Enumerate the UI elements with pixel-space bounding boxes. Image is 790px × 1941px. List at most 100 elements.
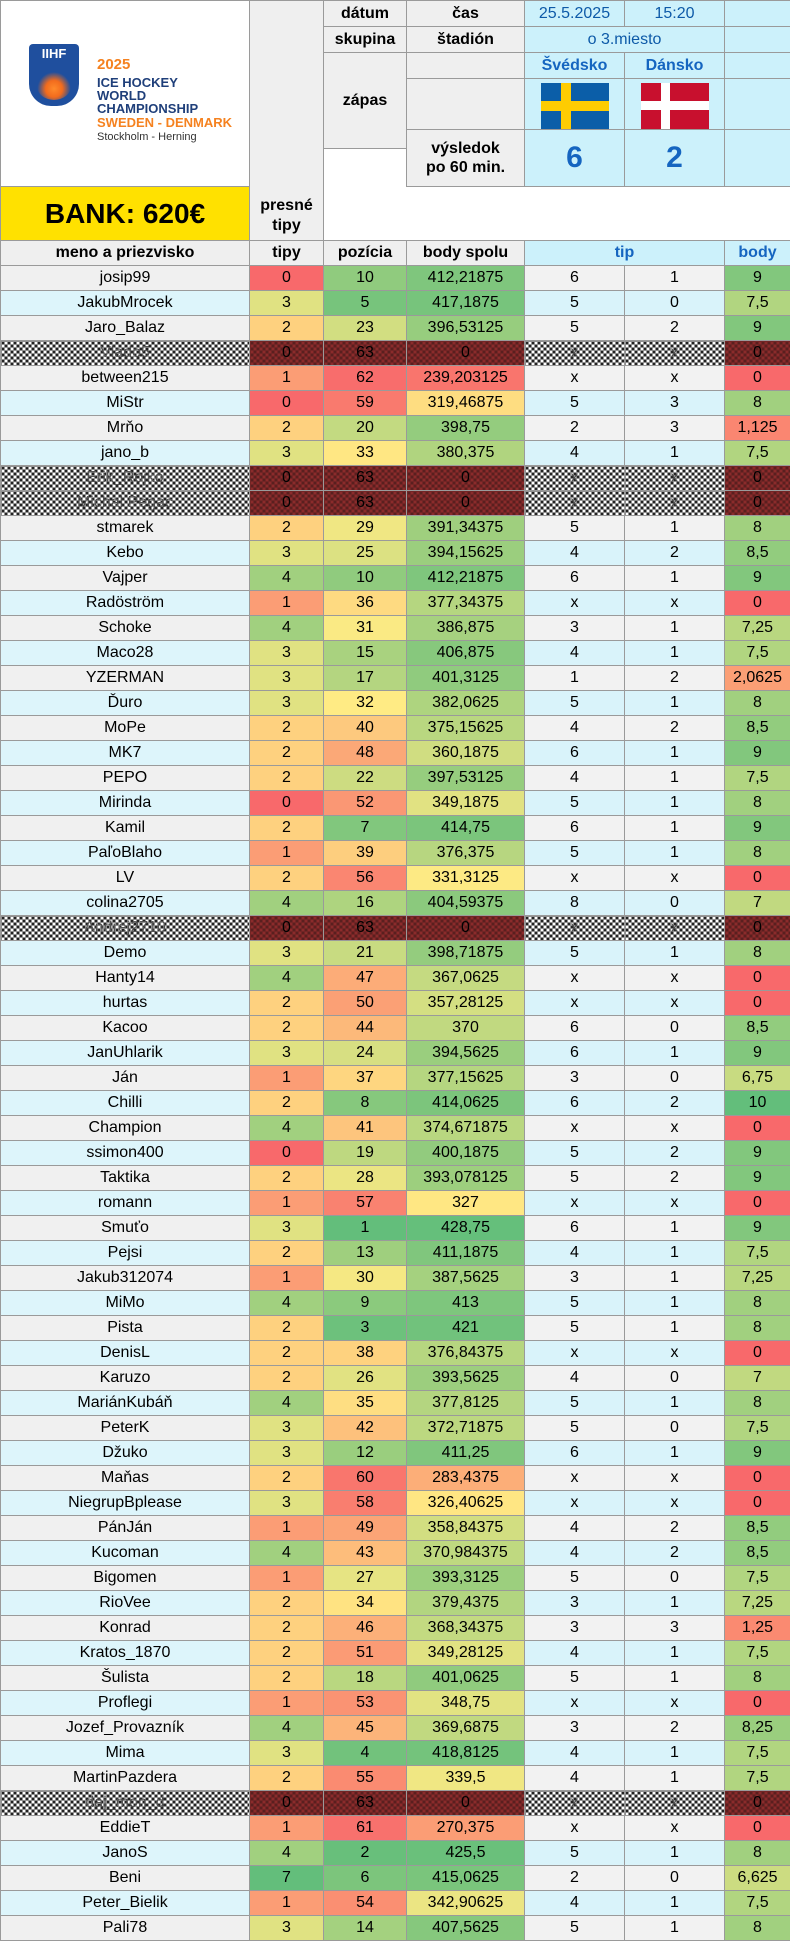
pozicia-value: 31: [324, 616, 407, 641]
player-name: Champion: [1, 1116, 250, 1141]
presne-tipy-value: 3: [250, 941, 324, 966]
pozicia-value: 61: [324, 1816, 407, 1841]
body-spolu-value: 0: [407, 916, 525, 941]
body-value: 9: [725, 741, 790, 766]
body-spolu-value: 401,0625: [407, 1666, 525, 1691]
presne-tipy-value: 1: [250, 1816, 324, 1841]
presne-tipy-value: 1: [250, 591, 324, 616]
presne-tipy-value: 1: [250, 1516, 324, 1541]
body-value: 8: [725, 1916, 790, 1941]
tip-team-1: x: [525, 991, 625, 1016]
player-name: MoPe: [1, 716, 250, 741]
player-name: Mrňo: [1, 416, 250, 441]
pozicia-value: 30: [324, 1266, 407, 1291]
body-value: 0: [725, 916, 790, 941]
player-name: Michal Pegac: [1, 491, 250, 516]
tip-team-2: 1: [625, 1216, 725, 1241]
tip-team-1: 4: [525, 1366, 625, 1391]
pozicia-value: 59: [324, 391, 407, 416]
player-name: Maňas: [1, 1466, 250, 1491]
tip-team-1: 6: [525, 266, 625, 291]
presne-tipy-value: 3: [250, 641, 324, 666]
tip-team-2: 1: [625, 691, 725, 716]
tip-team-2: 1: [625, 266, 725, 291]
player-name: JanUhlarik: [1, 1041, 250, 1066]
iihf-logo-icon: IIHF: [29, 44, 79, 106]
column-body-header: body: [725, 241, 790, 266]
body-spolu-value: 414,0625: [407, 1091, 525, 1116]
body-spolu-value: 421: [407, 1316, 525, 1341]
tip-team-2: 0: [625, 1016, 725, 1041]
pozicia-value: 8: [324, 1091, 407, 1116]
body-value: 8: [725, 691, 790, 716]
pozicia-value: 24: [324, 1041, 407, 1066]
tip-team-1: 4: [525, 1891, 625, 1916]
body-spolu-value: 425,5: [407, 1841, 525, 1866]
player-name: Proflegi: [1, 1691, 250, 1716]
pozicia-value: 17: [324, 666, 407, 691]
presne-tipy-value: 0: [250, 916, 324, 941]
tip-team-1: 2: [525, 416, 625, 441]
tip-team-1: 5: [525, 291, 625, 316]
body-spolu-value: 377,34375: [407, 591, 525, 616]
player-name: MiMo: [1, 1291, 250, 1316]
presne-tipy-value: 1: [250, 1266, 324, 1291]
pozicia-value: 29: [324, 516, 407, 541]
body-spolu-value: 414,75: [407, 816, 525, 841]
pozicia-value: 14: [324, 1916, 407, 1941]
body-spolu-value: 394,5625: [407, 1041, 525, 1066]
body-value: 8: [725, 1316, 790, 1341]
match-group: o 3.miesto: [525, 27, 725, 53]
tip-team-1: 5: [525, 1916, 625, 1941]
body-spolu-value: 368,34375: [407, 1616, 525, 1641]
cas-label: čas: [407, 1, 525, 27]
tip-team-1: x: [525, 1116, 625, 1141]
player-name: Kacoo: [1, 1016, 250, 1041]
pozicia-value: 52: [324, 791, 407, 816]
body-value: 2,0625: [725, 666, 790, 691]
presne-tipy-value: 2: [250, 1241, 324, 1266]
body-spolu-value: 379,4375: [407, 1591, 525, 1616]
player-name: Ďuro: [1, 691, 250, 716]
score-team-2: 2: [625, 130, 725, 187]
body-value: 8,5: [725, 1016, 790, 1041]
player-name: Jaro_Balaz: [1, 316, 250, 341]
tip-team-2: 1: [625, 641, 725, 666]
body-value: 0: [725, 466, 790, 491]
tip-team-1: 5: [525, 1666, 625, 1691]
body-value: 7,5: [725, 1766, 790, 1791]
player-name: EddieT: [1, 1816, 250, 1841]
body-spolu-value: 428,75: [407, 1216, 525, 1241]
player-name: MiStr: [1, 391, 250, 416]
presne-tipy-value: 2: [250, 1766, 324, 1791]
presne-tipy-value: 2: [250, 1616, 324, 1641]
pozicia-value: 9: [324, 1291, 407, 1316]
tip-team-1: 4: [525, 1516, 625, 1541]
body-spolu-value: 377,15625: [407, 1066, 525, 1091]
tip-team-1: 5: [525, 516, 625, 541]
player-name: RioVee: [1, 1591, 250, 1616]
tip-team-2: 1: [625, 1266, 725, 1291]
tip-team-1: 4: [525, 766, 625, 791]
tip-team-2: x: [625, 1691, 725, 1716]
presne-tipy-value: 4: [250, 966, 324, 991]
body-value: 7,5: [725, 766, 790, 791]
player-name: Jakub312074: [1, 1266, 250, 1291]
tip-team-1: x: [525, 591, 625, 616]
body-value: 8: [725, 516, 790, 541]
tip-team-1: 6: [525, 741, 625, 766]
pozicia-value: 56: [324, 866, 407, 891]
body-spolu-value: 386,875: [407, 616, 525, 641]
tip-team-2: x: [625, 491, 725, 516]
